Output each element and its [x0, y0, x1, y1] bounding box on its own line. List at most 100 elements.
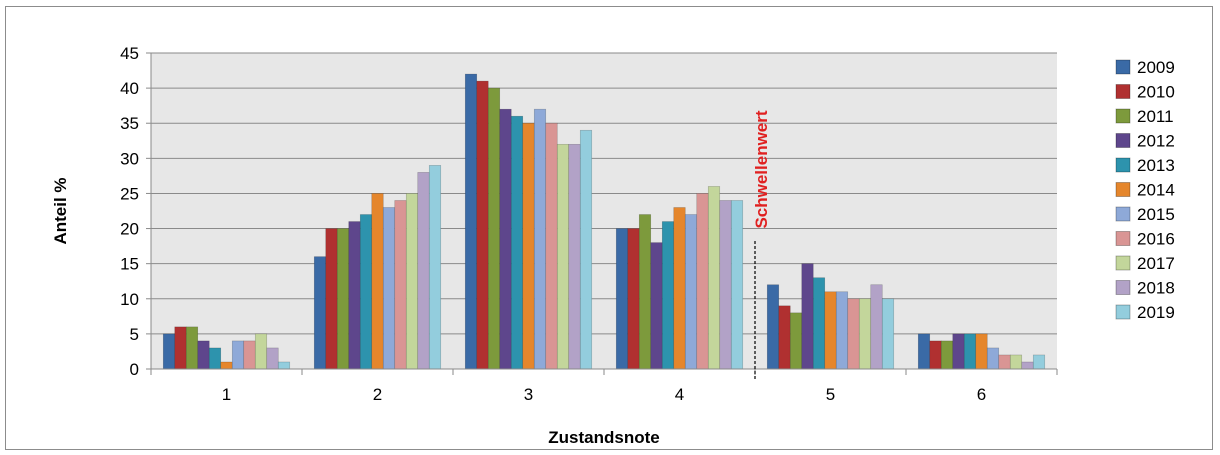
bar	[359, 214, 373, 370]
bar	[1021, 361, 1034, 370]
bar	[162, 333, 176, 370]
bar	[185, 326, 199, 370]
y-tick-label: 30	[120, 149, 139, 168]
legend-label: 2015	[1137, 205, 1175, 224]
bar	[870, 284, 883, 370]
bar	[533, 108, 547, 370]
legend-swatch	[1115, 255, 1131, 271]
bar	[254, 333, 268, 370]
y-tick-label: 20	[120, 220, 139, 239]
bar	[266, 347, 279, 370]
bar	[881, 298, 895, 370]
bar	[929, 340, 942, 370]
bar	[1032, 354, 1046, 370]
legend-label: 2012	[1137, 132, 1175, 151]
bar	[231, 340, 245, 370]
bar	[835, 291, 849, 370]
x-tick-labels: 1 2 3 4 5 6	[222, 385, 986, 404]
legend-label: 2018	[1137, 279, 1175, 298]
legend-label: 2017	[1137, 254, 1175, 273]
y-tick-label: 45	[120, 44, 139, 63]
bar	[522, 122, 535, 370]
axes	[146, 52, 1058, 375]
bar	[986, 347, 1000, 370]
bar	[394, 200, 407, 370]
bar	[661, 221, 675, 370]
x-tick-label: 6	[977, 385, 986, 404]
y-tick-label: 10	[120, 290, 139, 309]
bar	[325, 228, 338, 370]
legend[interactable]: 2009 2010 2011 2012 2013 2014 2015 2016 2017 2018…	[1115, 58, 1175, 322]
bar	[719, 200, 732, 370]
legend-label: 2014	[1137, 181, 1175, 200]
bar	[510, 115, 524, 370]
legend-swatch	[1115, 304, 1131, 320]
legend-swatch	[1115, 206, 1131, 222]
y-tick-label: 15	[120, 255, 139, 274]
legend-swatch	[1115, 133, 1131, 148]
bar	[963, 333, 977, 370]
bar	[975, 333, 988, 370]
bar	[545, 122, 558, 370]
bar	[940, 340, 954, 370]
bar	[696, 193, 709, 370]
threshold-marker: Schwellenwert	[752, 110, 771, 379]
legend-label: 2011	[1137, 107, 1174, 126]
bar	[371, 193, 384, 370]
bar	[499, 108, 512, 370]
legend-swatch	[1115, 157, 1131, 173]
legend-label: 2010	[1137, 83, 1175, 102]
threshold-label: Schwellenwert	[752, 110, 771, 228]
bar	[220, 361, 233, 370]
bar	[801, 263, 814, 370]
bar	[428, 165, 442, 370]
x-tick-label: 1	[222, 385, 231, 404]
legend-label: 2009	[1137, 58, 1175, 77]
bar	[568, 143, 581, 370]
plot-area	[151, 53, 1057, 369]
bar	[730, 200, 744, 370]
legend-swatch	[1115, 84, 1131, 99]
bar	[417, 172, 430, 370]
bar	[336, 228, 350, 370]
bar	[684, 214, 698, 370]
x-tick-label: 5	[826, 385, 835, 404]
legend-label: 2016	[1137, 230, 1175, 249]
bar	[208, 347, 222, 370]
bar	[382, 207, 396, 370]
gridlines	[151, 52, 1057, 335]
bar	[487, 87, 501, 370]
legend-swatch	[1115, 59, 1131, 75]
bar	[197, 340, 210, 370]
y-tick-label: 0	[130, 360, 139, 379]
y-axis-label: Anteil %	[51, 177, 70, 244]
x-tick-label: 4	[675, 385, 684, 404]
bar	[556, 143, 570, 370]
legend-swatch	[1115, 108, 1131, 124]
bar	[766, 284, 780, 370]
bar	[638, 214, 652, 370]
x-axis-label: Zustandsnote	[548, 428, 659, 447]
bar	[313, 256, 327, 370]
bar	[917, 333, 931, 370]
bar	[847, 298, 860, 370]
bar	[812, 277, 826, 370]
bar	[778, 305, 791, 370]
bar	[476, 80, 489, 370]
legend-swatch	[1115, 280, 1131, 295]
legend-label: 2019	[1137, 303, 1175, 322]
y-tick-label: 5	[130, 325, 139, 344]
bar	[405, 193, 419, 370]
bar	[615, 228, 629, 370]
x-tick-label: 3	[524, 385, 533, 404]
y-tick-label: 40	[120, 79, 139, 98]
bar	[348, 221, 361, 370]
bar	[952, 333, 965, 370]
bar	[858, 298, 872, 370]
y-tick-label: 35	[120, 114, 139, 133]
bar	[174, 326, 187, 370]
bars	[162, 73, 1046, 370]
bar	[277, 361, 291, 370]
